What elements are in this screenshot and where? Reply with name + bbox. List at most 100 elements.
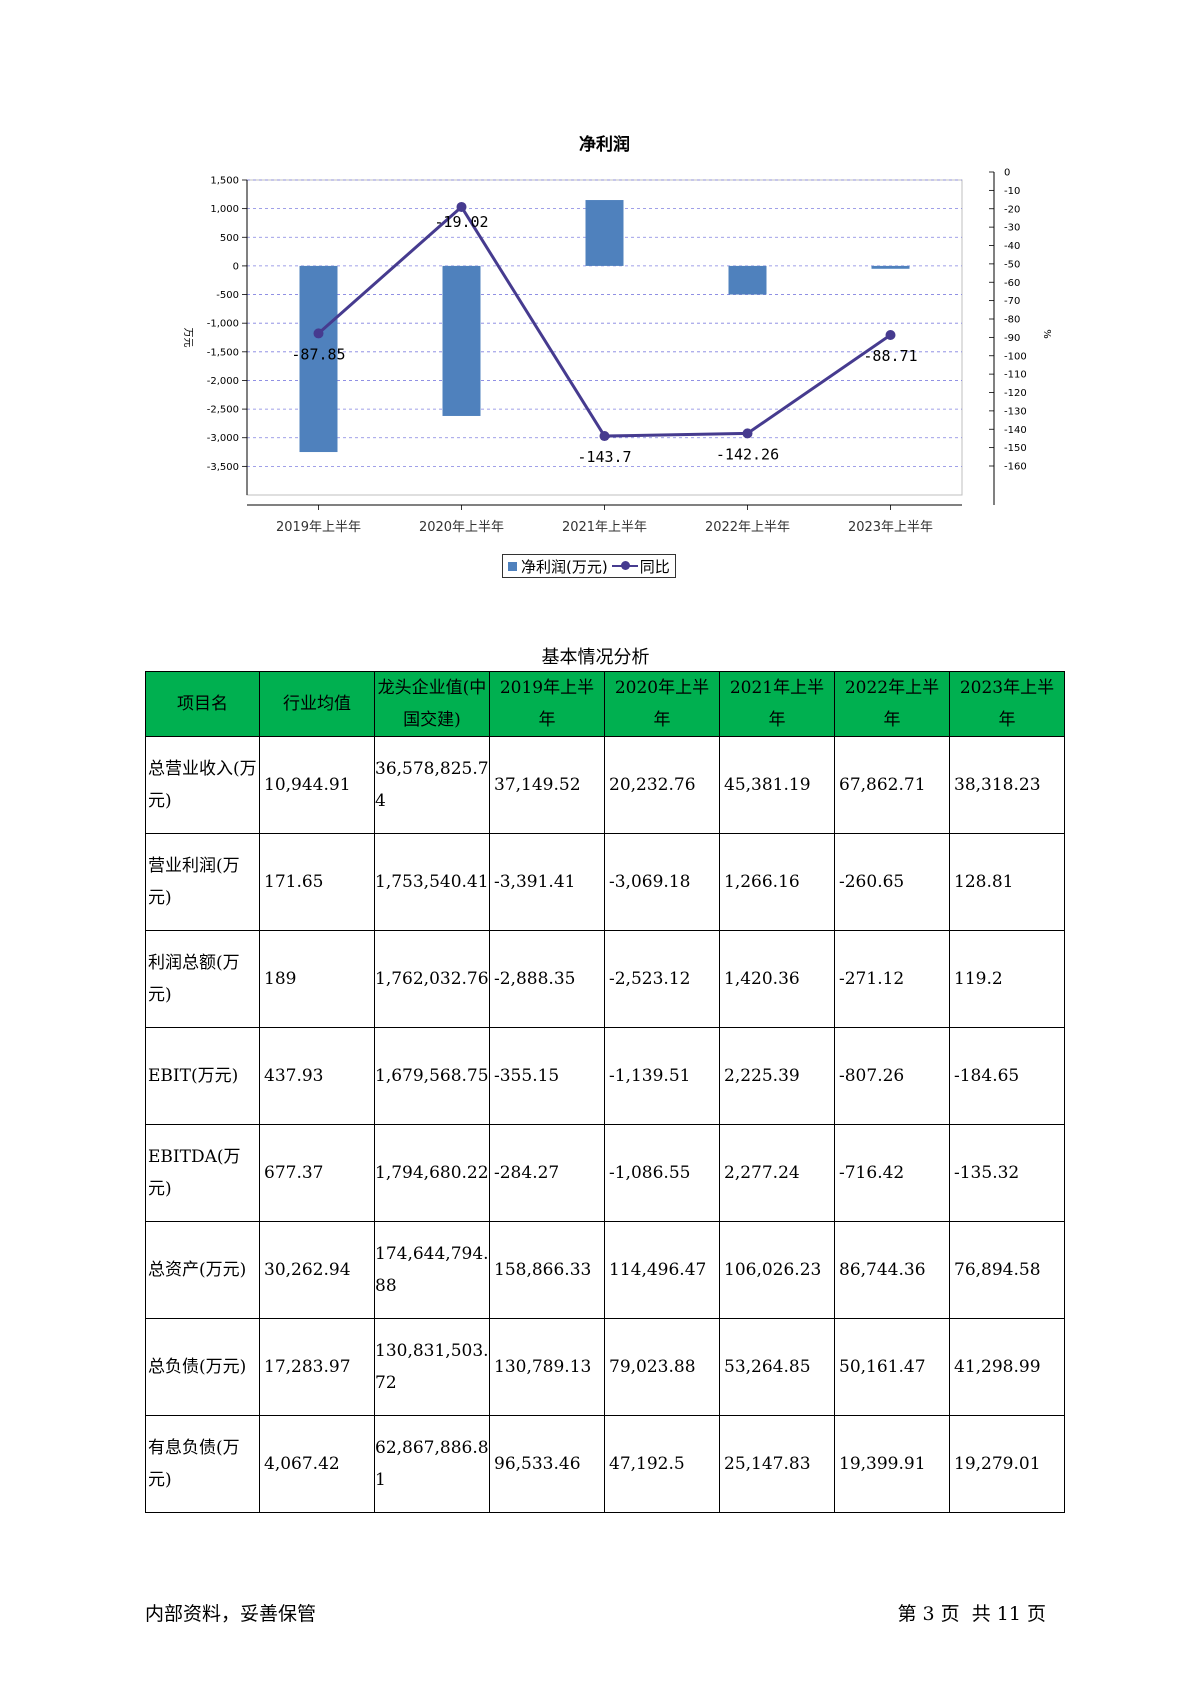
legend-line-label: 同比 xyxy=(639,557,670,576)
table-cell: 2,277.24 xyxy=(719,1124,835,1222)
y2-tick-label: -150 xyxy=(1004,443,1027,454)
table-cell: 41,298.99 xyxy=(949,1318,1065,1416)
y-tick-label: 1,000 xyxy=(210,204,239,215)
table-cell: -1,139.51 xyxy=(604,1027,720,1125)
y2-tick-label: -40 xyxy=(1004,241,1020,252)
x-tick-label: 2022年上半年 xyxy=(705,520,790,535)
table-cell: 19,279.01 xyxy=(949,1415,1065,1513)
table-cell: 1,679,568.75 xyxy=(374,1027,490,1125)
table-cell: -355.15 xyxy=(489,1027,605,1125)
table-header-cell: 龙头企业值(中国交建) xyxy=(374,671,490,737)
y-tick-label: -1,000 xyxy=(207,319,239,330)
row-label-cell: 营业利润(万元) xyxy=(145,833,260,931)
y-tick-label: -3,500 xyxy=(207,462,239,473)
table-cell: 76,894.58 xyxy=(949,1221,1065,1319)
table-cell: 677.37 xyxy=(259,1124,375,1222)
footer-confidential-note: 内部资料，妥善保管 xyxy=(145,1603,317,1625)
bar-2022年上半年 xyxy=(728,265,767,295)
y-tick-label: -1,500 xyxy=(207,347,239,358)
legend-line-swatch xyxy=(611,561,638,571)
table-cell: 171.65 xyxy=(259,833,375,931)
bar-2023年上半年 xyxy=(871,265,910,269)
y2-tick-label: -130 xyxy=(1004,406,1027,417)
y2-tick-label: -50 xyxy=(1004,259,1020,270)
table-cell: -3,069.18 xyxy=(604,833,720,931)
y2-tick-label: -140 xyxy=(1004,425,1027,436)
y2-tick-label: -30 xyxy=(1004,223,1020,234)
table-cell: 4,067.42 xyxy=(259,1415,375,1513)
table-cell: 1,753,540.41 xyxy=(374,833,490,931)
table-cell: 1,420.36 xyxy=(719,930,835,1028)
table-cell: -260.65 xyxy=(834,833,950,931)
table-header-cell: 2021年上半年 xyxy=(719,671,835,737)
table-cell: -3,391.41 xyxy=(489,833,605,931)
table-cell: 437.93 xyxy=(259,1027,375,1125)
yoy-point xyxy=(742,428,753,439)
table-cell: 79,023.88 xyxy=(604,1318,720,1416)
y2-tick-label: -120 xyxy=(1004,388,1027,399)
table-row: 营业利润(万元) 171.65 1,753,540.41 -3,391.41 -3,06… xyxy=(145,833,1065,931)
table-cell: -271.12 xyxy=(834,930,950,1028)
table-cell: 17,283.97 xyxy=(259,1318,375,1416)
y-tick-label: 0 xyxy=(233,261,239,272)
table-cell: 158,866.33 xyxy=(489,1221,605,1319)
table-body: 总营业收入(万元) 10,944.91 36,578,825.74 37,149.52… xyxy=(145,736,1065,1513)
y2-tick-label: -80 xyxy=(1004,315,1020,326)
legend-bar-swatch xyxy=(508,561,517,571)
table-cell: -184.65 xyxy=(949,1027,1065,1125)
yoy-point xyxy=(599,431,610,442)
table-cell: 1,266.16 xyxy=(719,833,835,931)
table-row: 总资产(万元) 30,262.94 174,644,794.88 158,866.33… xyxy=(145,1221,1065,1319)
table-cell: 38,318.23 xyxy=(949,736,1065,834)
table-cell: 2,225.39 xyxy=(719,1027,835,1125)
table-row: 总营业收入(万元) 10,944.91 36,578,825.74 37,149.52… xyxy=(145,736,1065,834)
yoy-data-label: -142.26 xyxy=(716,445,779,463)
y-tick-label: -500 xyxy=(216,290,239,301)
x-tick-label: 2019年上半年 xyxy=(276,520,361,535)
basic-analysis-table: 项目名 行业均值 龙头企业值(中国交建) 2019年上半年 2020年上半年 2021年上… xyxy=(145,671,1065,1513)
legend-bar-label: 净利润(万元) xyxy=(521,557,608,576)
y-axis-label: 万元 xyxy=(182,328,193,348)
table-header-cell: 2020年上半年 xyxy=(604,671,720,737)
table-row: EBITDA(万元) 677.37 1,794,680.22 -284.27 -1,08… xyxy=(145,1124,1065,1222)
y2-tick-label: 0 xyxy=(1004,168,1010,179)
table-cell: 114,496.47 xyxy=(604,1221,720,1319)
row-label-cell: EBITDA(万元) xyxy=(145,1124,260,1222)
bar-2019年上半年 xyxy=(299,265,338,453)
table-cell: 1,794,680.22 xyxy=(374,1124,490,1222)
table-cell: 45,381.19 xyxy=(719,736,835,834)
table-header-cell: 项目名 xyxy=(145,671,260,737)
table-cell: -135.32 xyxy=(949,1124,1065,1222)
y2-tick-label: -60 xyxy=(1004,278,1020,289)
table-title: 基本情况分析 xyxy=(541,647,650,668)
x-tick-label: 2021年上半年 xyxy=(562,520,647,535)
yoy-point xyxy=(456,201,467,212)
table-row: 利润总额(万元) 189 1,762,032.76 -2,888.35 -2,523.1… xyxy=(145,930,1065,1028)
row-label-cell: 有息负债(万元) xyxy=(145,1415,260,1513)
row-label-cell: 总负债(万元) xyxy=(145,1318,260,1416)
table-row: EBIT(万元) 437.93 1,679,568.75 -355.15 -1,139.… xyxy=(145,1027,1065,1125)
table-cell: 20,232.76 xyxy=(604,736,720,834)
row-label-cell: 利润总额(万元) xyxy=(145,930,260,1028)
table-row: 总负债(万元) 17,283.97 130,831,503.72 130,789.13… xyxy=(145,1318,1065,1416)
footer-page-number: 第 3 页 共 11 页 xyxy=(897,1603,1046,1625)
table-cell: 1,762,032.76 xyxy=(374,930,490,1028)
table-cell: -1,086.55 xyxy=(604,1124,720,1222)
table-cell: 128.81 xyxy=(949,833,1065,931)
yoy-data-label: -88.71 xyxy=(863,347,917,365)
table-cell: 10,944.91 xyxy=(259,736,375,834)
table-header-cell: 2023年上半年 xyxy=(949,671,1065,737)
row-label-cell: EBIT(万元) xyxy=(145,1027,260,1125)
x-tick-label: 2023年上半年 xyxy=(848,520,933,535)
yoy-point xyxy=(885,330,896,341)
table-cell: 86,744.36 xyxy=(834,1221,950,1319)
table-header-cell: 2019年上半年 xyxy=(489,671,605,737)
table-cell: 106,026.23 xyxy=(719,1221,835,1319)
row-label-cell: 总营业收入(万元) xyxy=(145,736,260,834)
y2-tick-label: -90 xyxy=(1004,333,1020,344)
y-tick-label: -2,500 xyxy=(207,405,239,416)
table-header-cell: 行业均值 xyxy=(259,671,375,737)
chart-title: 净利润 xyxy=(579,134,630,155)
table-cell: 47,192.5 xyxy=(604,1415,720,1513)
y2-tick-label: -160 xyxy=(1004,462,1027,473)
